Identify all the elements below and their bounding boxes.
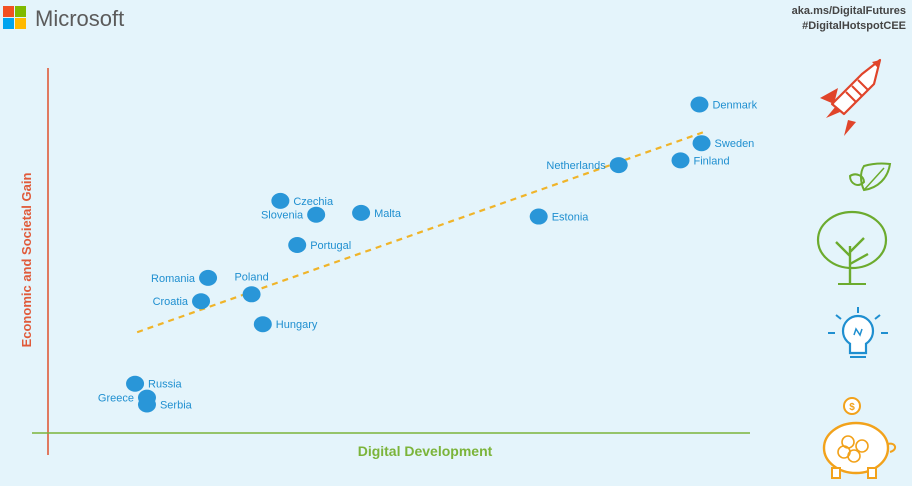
data-point-estonia xyxy=(529,208,548,225)
data-label-slovenia: Slovenia xyxy=(261,210,304,222)
data-point-slovenia xyxy=(307,206,326,223)
tree-icon xyxy=(816,162,892,285)
brand-name: Microsoft xyxy=(35,6,124,31)
data-label-sweden: Sweden xyxy=(715,138,755,150)
lightbulb-icon xyxy=(828,307,888,358)
data-label-netherlands: Netherlands xyxy=(546,160,606,172)
svg-text:$: $ xyxy=(849,402,855,413)
data-point-croatia xyxy=(192,293,211,310)
data-label-russia: Russia xyxy=(148,379,183,391)
data-point-serbia xyxy=(137,396,156,413)
logo-square-red xyxy=(3,6,14,17)
data-point-poland xyxy=(242,286,261,303)
logo-square-blue xyxy=(3,18,14,29)
rocket-icon xyxy=(820,58,882,136)
corner-link[interactable]: aka.ms/DigitalFutures xyxy=(792,5,906,17)
data-point-hungary xyxy=(253,316,272,333)
data-label-romania: Romania xyxy=(151,273,196,285)
data-point-russia xyxy=(126,375,145,392)
data-label-hungary: Hungary xyxy=(276,319,318,331)
logo-square-green xyxy=(15,6,26,17)
data-point-portugal xyxy=(288,237,307,254)
data-point-netherlands xyxy=(609,157,628,174)
data-label-finland: Finland xyxy=(694,155,730,167)
logo-square-yellow xyxy=(15,18,26,29)
data-point-czechia xyxy=(271,192,290,209)
data-point-finland xyxy=(671,152,690,169)
data-label-portugal: Portugal xyxy=(310,240,351,252)
x-axis-title: Digital Development xyxy=(358,443,493,459)
data-label-croatia: Croatia xyxy=(153,296,189,308)
data-label-malta: Malta xyxy=(374,208,402,220)
data-point-romania xyxy=(199,269,218,286)
piggy-bank-icon: $ xyxy=(822,397,896,479)
data-label-greece: Greece xyxy=(98,393,134,405)
data-label-poland: Poland xyxy=(234,271,268,283)
data-point-sweden xyxy=(692,135,711,152)
data-labels: Denmark Sweden Finland Netherlands Estonia Cz… xyxy=(98,100,758,412)
trend-line xyxy=(136,130,705,334)
data-label-denmark: Denmark xyxy=(712,100,757,112)
microsoft-logo-icon xyxy=(3,6,26,29)
data-points xyxy=(126,96,711,413)
data-point-malta xyxy=(352,204,371,221)
corner-hashtag: #DigitalHotspotCEE xyxy=(802,20,906,32)
y-axis-title: Economic and Societal Gain xyxy=(19,173,34,348)
data-label-czechia: Czechia xyxy=(293,196,334,208)
data-point-denmark xyxy=(690,96,709,113)
data-label-estonia: Estonia xyxy=(552,212,590,224)
data-label-serbia: Serbia xyxy=(160,400,193,412)
